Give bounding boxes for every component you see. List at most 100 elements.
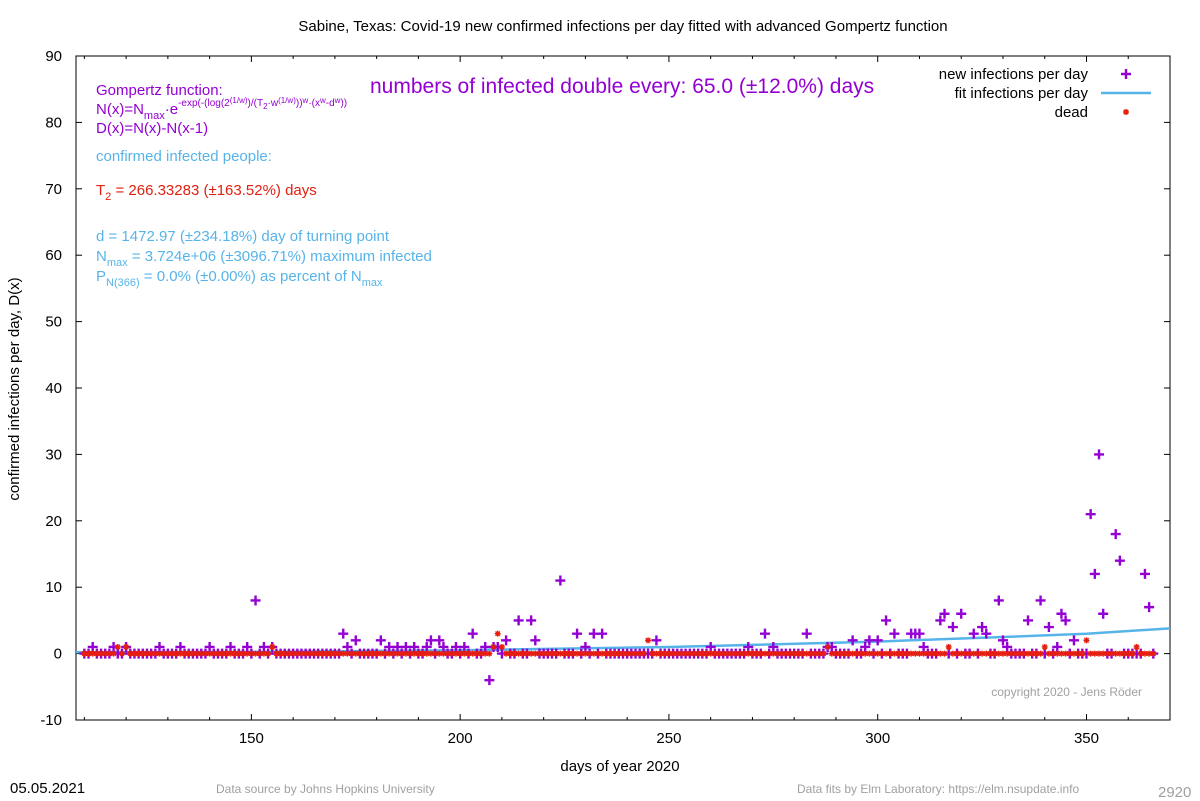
infection-point <box>1002 641 1013 652</box>
dead-point <box>828 650 835 657</box>
dead-point <box>874 650 881 657</box>
infection-point <box>956 608 967 619</box>
dead-point <box>899 650 906 657</box>
infection-point <box>484 675 495 686</box>
doubling-annotation: numbers of infected double every: 65.0 (… <box>370 75 874 98</box>
dead-point <box>590 650 597 657</box>
dead-point <box>1146 650 1153 657</box>
dead-point <box>716 650 723 657</box>
dead-point <box>745 650 752 657</box>
infection-point <box>889 628 900 639</box>
dead-point <box>219 650 226 657</box>
dead-point <box>870 650 877 657</box>
dead-point <box>787 650 794 657</box>
dead-point <box>736 650 743 657</box>
gompertz-heading: Gompertz function: <box>96 82 223 99</box>
dead-point <box>995 650 1002 657</box>
dead-point <box>102 650 109 657</box>
dead-point <box>1075 650 1082 657</box>
dead-point <box>281 650 288 657</box>
formula-e: ·e <box>165 101 178 118</box>
dead-point <box>640 650 647 657</box>
dead-point <box>177 650 184 657</box>
formula-end: )) <box>340 98 347 109</box>
dead-point <box>89 650 96 657</box>
dead-point <box>958 650 965 657</box>
dead-point <box>202 650 209 657</box>
formula-xw: ·(x <box>308 98 320 109</box>
dead-point <box>1125 650 1132 657</box>
dead-point <box>699 650 706 657</box>
dead-point <box>962 650 969 657</box>
dead-point <box>620 650 626 657</box>
dead-point <box>803 650 810 657</box>
nmax-rest: = 3.724e+06 (±3096.71%) maximum infected <box>128 248 432 265</box>
dead-point <box>306 650 313 657</box>
dead-point <box>515 650 522 657</box>
infection-point <box>1094 449 1105 460</box>
infection-point <box>438 641 449 652</box>
dead-point <box>795 650 802 657</box>
dead-point <box>636 650 643 657</box>
y-tick-label: 80 <box>45 114 62 131</box>
dead-point <box>214 650 221 657</box>
formula-exp: -exp(-(log(2 <box>178 98 230 109</box>
dead-point <box>832 650 839 657</box>
dead-point <box>290 650 297 657</box>
dead-point <box>841 650 848 657</box>
infection-point <box>860 641 871 652</box>
infection-point <box>513 615 524 626</box>
dead-point <box>452 650 459 657</box>
dead-point <box>1070 650 1077 657</box>
dead-point <box>599 650 606 657</box>
dead-point <box>728 650 735 657</box>
infection-point <box>421 641 432 652</box>
infection-point <box>1139 568 1150 579</box>
dead-point <box>248 650 255 657</box>
p-annotation: PN(366) = 0.0% (±0.00%) as percent of Nm… <box>96 268 383 289</box>
dead-point <box>194 650 201 657</box>
formula-n: N(x)=N <box>96 101 144 118</box>
dead-point <box>169 650 176 657</box>
y-axis-label: confirmed infections per day, D(x) <box>6 277 23 500</box>
dead-point <box>298 650 305 657</box>
y-tick-label: 50 <box>45 314 62 331</box>
infection-point <box>87 641 98 652</box>
dead-point <box>123 643 130 650</box>
legend-dead-marker <box>1123 109 1129 115</box>
formula-close: )) <box>296 98 303 109</box>
dead-point <box>928 650 935 657</box>
dead-point <box>131 650 138 657</box>
dead-point <box>724 650 731 657</box>
dead-point <box>607 650 614 657</box>
dead-point <box>686 650 693 657</box>
infection-point <box>1060 615 1071 626</box>
nmax-sub: max <box>107 257 128 269</box>
dead-point <box>523 650 530 657</box>
dead-series <box>81 630 1157 657</box>
dead-point <box>1100 650 1107 657</box>
dead-point <box>979 650 986 657</box>
dead-point <box>394 650 401 657</box>
dead-point <box>837 650 844 657</box>
dead-point <box>670 650 677 657</box>
dead-point <box>657 650 664 657</box>
dead-point <box>866 650 873 657</box>
dead-point <box>1137 650 1144 657</box>
infection-point <box>939 608 950 619</box>
dead-point <box>661 650 668 657</box>
infection-point <box>759 628 770 639</box>
dead-point <box>323 650 330 657</box>
dead-point <box>632 650 639 657</box>
infection-point <box>1052 641 1063 652</box>
dead-point <box>156 650 163 657</box>
dead-point <box>649 650 656 657</box>
y-tick-label: 40 <box>45 380 62 397</box>
infection-point <box>1098 608 1109 619</box>
dead-point <box>265 650 272 657</box>
dead-point <box>223 650 230 657</box>
dead-point <box>849 650 856 657</box>
dead-point <box>1116 650 1123 657</box>
dead-point <box>348 650 355 657</box>
infection-point <box>384 641 395 652</box>
